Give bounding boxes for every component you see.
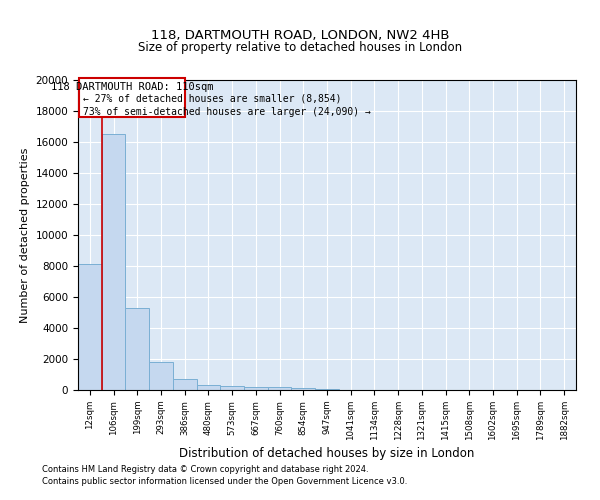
Bar xyxy=(268,387,292,390)
Bar xyxy=(244,387,268,390)
Bar xyxy=(102,134,125,390)
Text: 118 DARTMOUTH ROAD: 110sqm: 118 DARTMOUTH ROAD: 110sqm xyxy=(50,82,213,92)
Y-axis label: Number of detached properties: Number of detached properties xyxy=(20,148,30,322)
Bar xyxy=(292,388,315,390)
Bar xyxy=(149,362,173,390)
Text: Contains public sector information licensed under the Open Government Licence v3: Contains public sector information licen… xyxy=(42,476,407,486)
Text: 73% of semi-detached houses are larger (24,090) →: 73% of semi-detached houses are larger (… xyxy=(83,107,371,117)
Text: Contains HM Land Registry data © Crown copyright and database right 2024.: Contains HM Land Registry data © Crown c… xyxy=(42,466,368,474)
Text: 118, DARTMOUTH ROAD, LONDON, NW2 4HB: 118, DARTMOUTH ROAD, LONDON, NW2 4HB xyxy=(151,30,449,43)
FancyBboxPatch shape xyxy=(79,78,185,117)
Bar xyxy=(173,379,197,390)
Bar xyxy=(125,308,149,390)
Bar xyxy=(315,389,339,390)
Bar xyxy=(78,264,102,390)
Bar xyxy=(220,386,244,390)
Text: Size of property relative to detached houses in London: Size of property relative to detached ho… xyxy=(138,40,462,54)
Bar xyxy=(197,384,220,390)
Text: ← 27% of detached houses are smaller (8,854): ← 27% of detached houses are smaller (8,… xyxy=(83,93,341,103)
X-axis label: Distribution of detached houses by size in London: Distribution of detached houses by size … xyxy=(179,447,475,460)
